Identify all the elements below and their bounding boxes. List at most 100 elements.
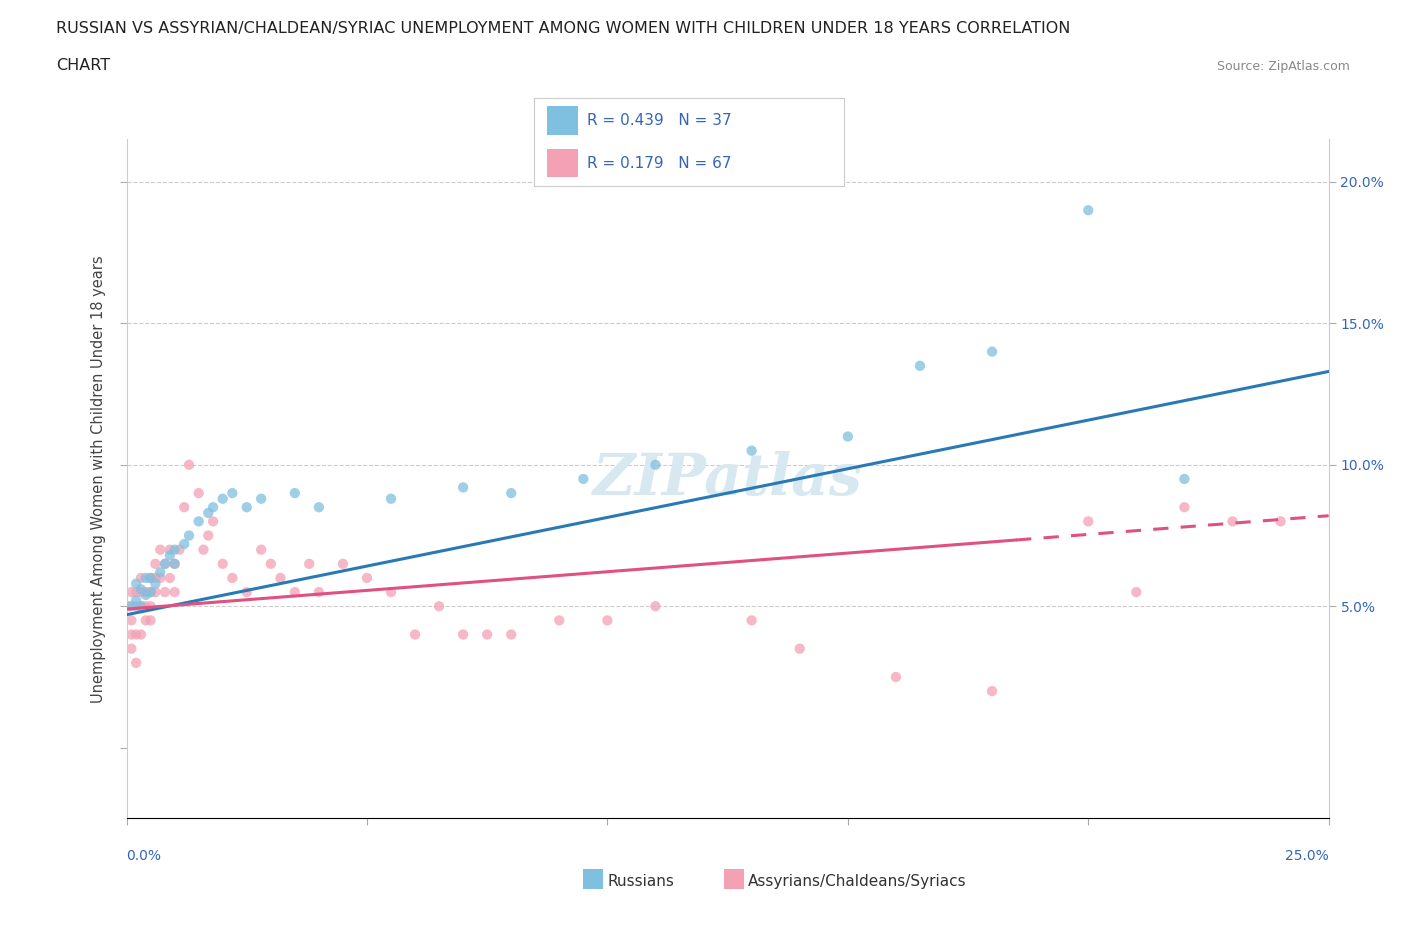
Point [741, 444, 763, 458]
Point [159, 548, 181, 563]
Point [221, 570, 243, 585]
Point [135, 588, 157, 603]
Point [135, 613, 157, 628]
Text: ZIPatlas: ZIPatlas [593, 451, 862, 507]
Point [177, 528, 200, 543]
Point [135, 585, 157, 600]
Point [129, 599, 152, 614]
Point [163, 585, 186, 600]
Point [1077, 514, 1099, 529]
Point [139, 570, 162, 585]
Point [451, 627, 474, 642]
Point [145, 585, 167, 600]
Point [153, 556, 176, 571]
Point [129, 627, 152, 642]
Point [139, 585, 162, 600]
Point [250, 542, 273, 557]
Point [187, 485, 209, 500]
Point [235, 585, 259, 600]
Point [1222, 514, 1244, 529]
Point [169, 542, 191, 557]
Text: 0.0%: 0.0% [127, 849, 162, 863]
Text: 25.0%: 25.0% [1285, 849, 1329, 863]
Text: R = 0.179   N = 67: R = 0.179 N = 67 [586, 155, 731, 170]
Point [250, 491, 273, 506]
Point [427, 599, 450, 614]
Point [380, 491, 402, 506]
Point [380, 585, 402, 600]
Point [1077, 203, 1099, 218]
Point [129, 582, 152, 597]
Point [135, 570, 157, 585]
Point [120, 642, 142, 657]
Point [235, 499, 259, 514]
Point [332, 556, 354, 571]
Point [163, 542, 186, 557]
Point [173, 499, 195, 514]
Point [187, 514, 209, 529]
Point [981, 344, 1004, 359]
Point [308, 585, 330, 600]
Point [120, 613, 142, 628]
Point [298, 556, 321, 571]
Point [139, 585, 162, 600]
Point [1125, 585, 1147, 600]
Point [129, 585, 152, 600]
Point [139, 599, 162, 614]
Point [404, 627, 426, 642]
Point [1270, 514, 1292, 529]
Text: R = 0.439   N = 37: R = 0.439 N = 37 [586, 113, 731, 128]
Point [163, 556, 186, 571]
Point [202, 499, 225, 514]
Text: Source: ZipAtlas.com: Source: ZipAtlas.com [1216, 60, 1350, 73]
Point [135, 599, 157, 614]
Point [884, 670, 907, 684]
Point [118, 599, 141, 614]
Point [177, 458, 200, 472]
Point [221, 485, 243, 500]
Text: Assyrians/Chaldeans/Syriacs: Assyrians/Chaldeans/Syriacs [748, 874, 966, 889]
Point [197, 528, 219, 543]
Point [149, 570, 172, 585]
Point [501, 627, 523, 642]
Point [120, 627, 142, 642]
Point [125, 627, 148, 642]
Point [269, 570, 291, 585]
Point [129, 599, 152, 614]
Point [173, 537, 195, 551]
Point [596, 613, 619, 628]
Point [149, 542, 172, 557]
Point [501, 485, 523, 500]
Point [284, 485, 307, 500]
Point [193, 542, 215, 557]
Bar [547, 149, 578, 177]
Point [139, 570, 162, 585]
Point [159, 542, 181, 557]
Point [789, 642, 811, 657]
Point [211, 491, 233, 506]
Text: RUSSIAN VS ASSYRIAN/CHALDEAN/SYRIAC UNEMPLOYMENT AMONG WOMEN WITH CHILDREN UNDER: RUSSIAN VS ASSYRIAN/CHALDEAN/SYRIAC UNEM… [56, 20, 1070, 35]
Point [548, 613, 571, 628]
Point [308, 499, 330, 514]
Point [125, 656, 148, 671]
Point [908, 358, 931, 373]
Point [139, 613, 162, 628]
Point [197, 506, 219, 521]
Point [1173, 472, 1195, 486]
Point [125, 585, 148, 600]
Point [741, 613, 763, 628]
Point [163, 556, 186, 571]
Point [837, 429, 859, 444]
Point [981, 684, 1004, 698]
Point [451, 480, 474, 495]
Point [120, 585, 142, 600]
Point [475, 627, 498, 642]
Point [260, 556, 283, 571]
Y-axis label: Unemployment Among Women with Children Under 18 years: Unemployment Among Women with Children U… [91, 255, 107, 703]
Point [125, 599, 148, 614]
Point [145, 556, 167, 571]
Point [159, 570, 181, 585]
Point [149, 565, 172, 579]
Point [356, 570, 378, 585]
Point [125, 577, 148, 591]
